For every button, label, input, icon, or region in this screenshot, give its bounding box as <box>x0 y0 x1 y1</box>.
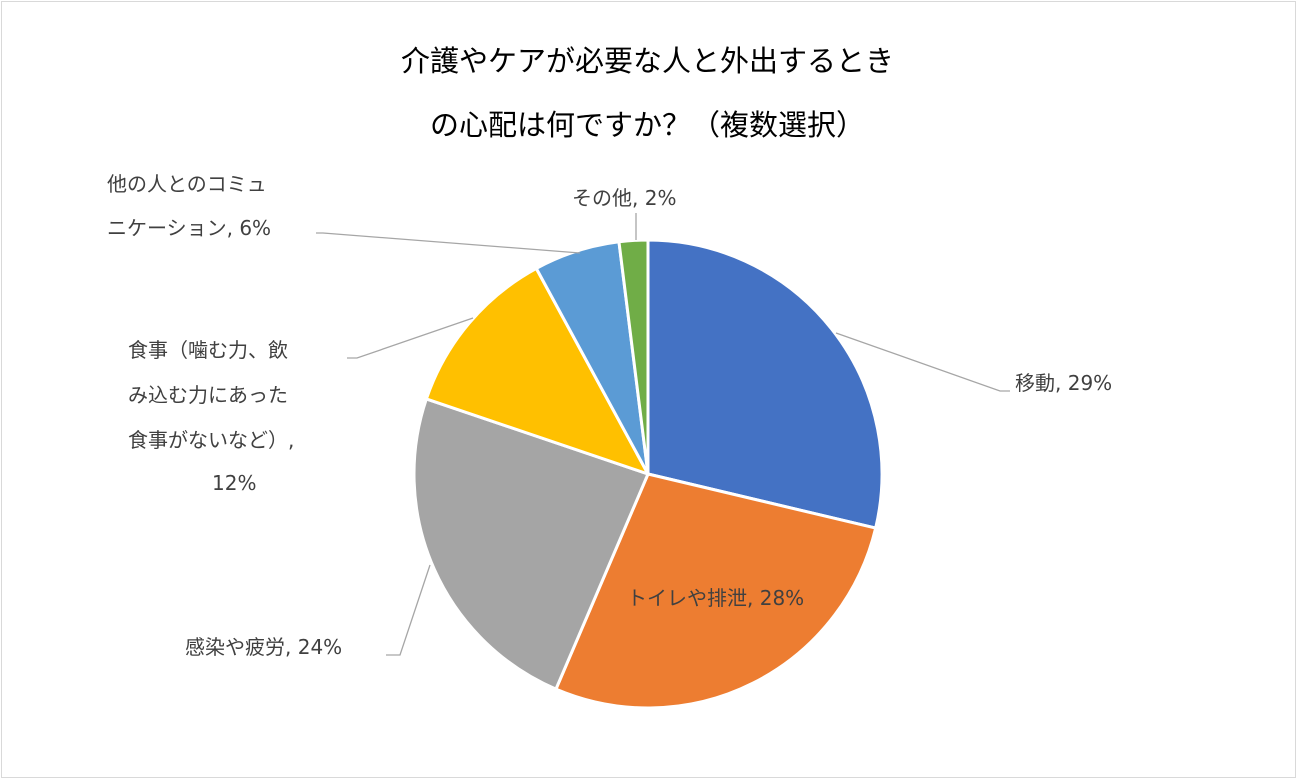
data-label-shokuji-line-1: 食事（噛む力、飲 <box>128 338 288 362</box>
slice-shokuji <box>424 266 650 476</box>
data-label-other: その他, 2% <box>572 186 677 210</box>
data-label-comm-line-2: ニケーション, 6% <box>107 216 272 240</box>
data-label-shokuji-line-2: み込む力にあった <box>128 383 288 407</box>
data-label-toilet: トイレや排泄, 28% <box>627 586 805 610</box>
slice-toilet <box>554 472 878 710</box>
slice-ido <box>646 238 884 530</box>
chart-title-line-1: 介護やケアが必要な人と外出するとき <box>400 44 894 78</box>
leader-shokuji <box>347 317 474 359</box>
data-label-comm-line-1: 他の人とのコミュ <box>107 172 267 196</box>
data-label-shokuji-line-3: 食事がないなど）, <box>128 428 295 452</box>
chart-title-line-2: の心配は何ですか？（複数選択） <box>429 108 865 142</box>
data-label-ido: 移動, 29% <box>1015 371 1113 395</box>
slice-kansen <box>412 397 650 691</box>
leader-ido <box>835 332 1010 392</box>
slice-other <box>617 238 650 476</box>
data-label-kansen: 感染や疲労, 24% <box>185 635 343 659</box>
data-label-shokuji-line-4: 12% <box>212 471 257 495</box>
leader-kansen <box>386 564 431 656</box>
leader-comm <box>316 232 581 254</box>
